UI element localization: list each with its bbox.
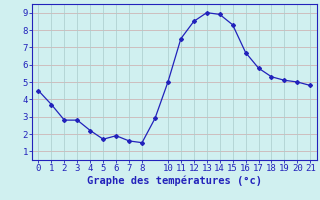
X-axis label: Graphe des températures (°c): Graphe des températures (°c)	[87, 176, 262, 186]
